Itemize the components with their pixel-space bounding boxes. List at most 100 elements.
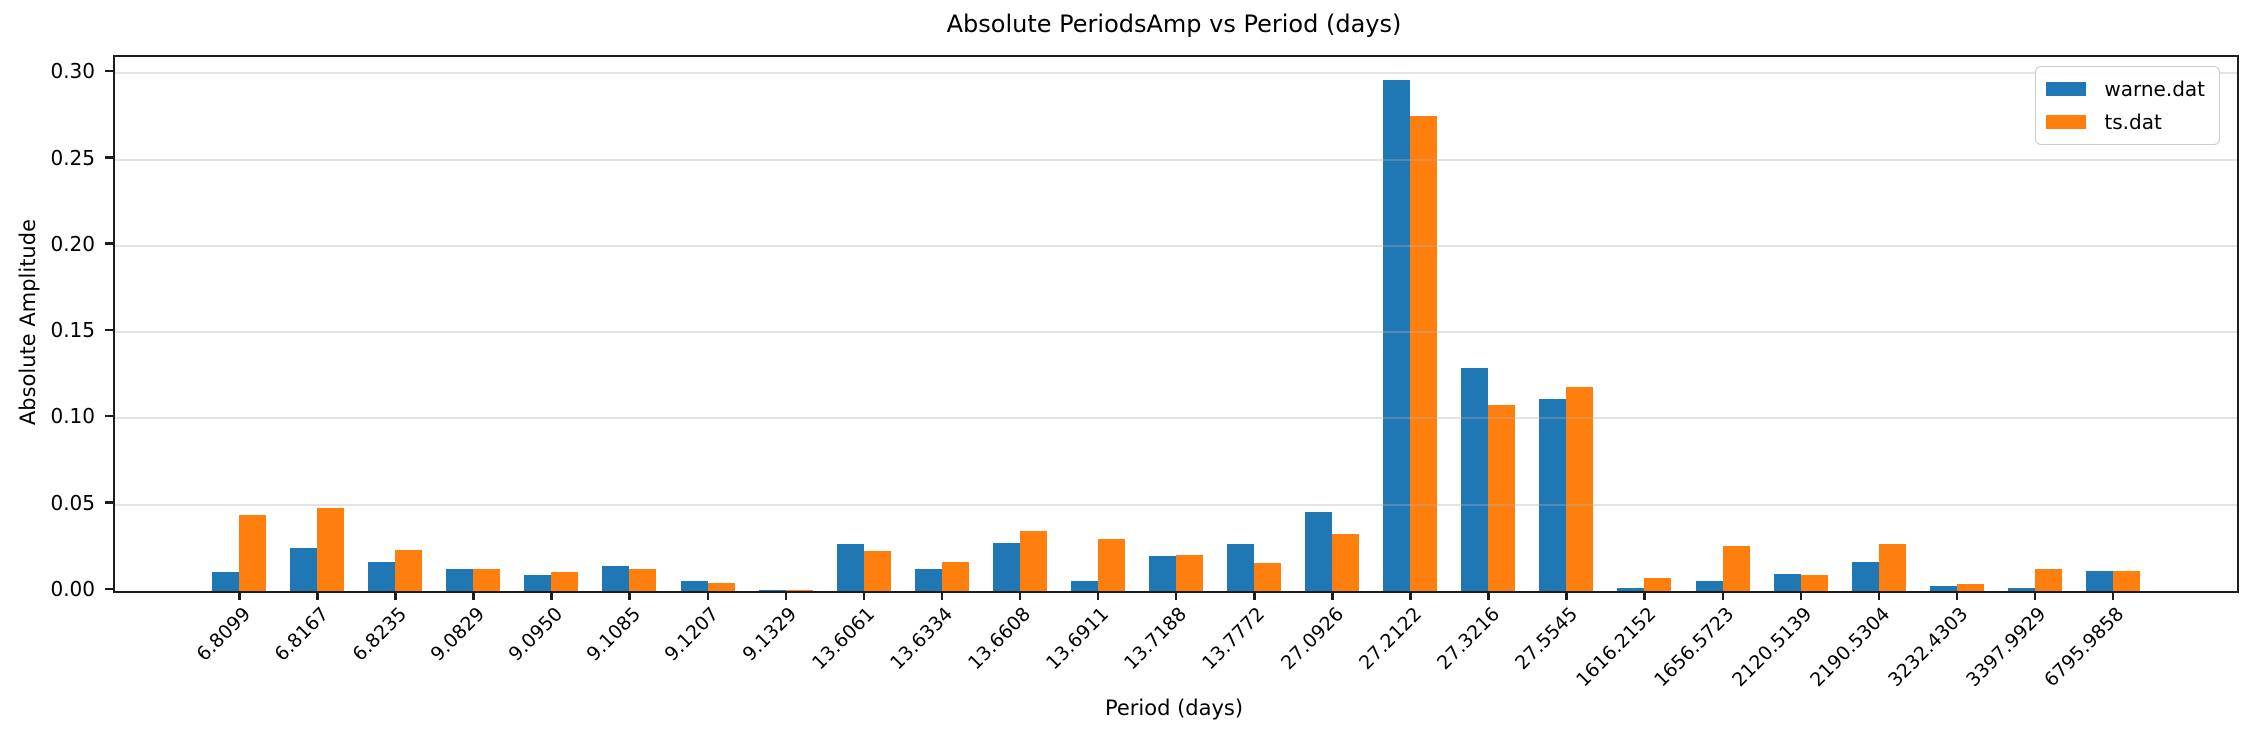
bar-group-13.6911: 13.6911	[1042, 57, 1137, 674]
bar-group-9.0829: 9.0829	[426, 57, 512, 666]
bar-group-6.8167: 6.8167	[270, 57, 356, 666]
bar-ts.dat-6.8167	[317, 508, 345, 591]
x-tick-1616.2152	[1643, 591, 1646, 600]
x-tick-label-9.0829: 9.0829	[426, 603, 489, 666]
bar-group-27.2122: 27.2122	[1355, 57, 1449, 674]
bar-group-9.1329: 9.1329	[739, 57, 825, 666]
x-tick-label-13.6911: 13.6911	[1042, 603, 1114, 675]
y-tick-0.15	[105, 328, 114, 332]
x-tick-6.8167	[316, 591, 319, 600]
gridline-0.05	[115, 503, 2237, 506]
gridline-0.10	[115, 417, 2237, 420]
bar-ts.dat-1616.2152	[1644, 578, 1672, 591]
x-tick-2120.5139	[1799, 591, 1803, 600]
bar-group-2120.5139: 2120.5139	[1728, 57, 1840, 691]
bar-group-2190.5304: 2190.5304	[1806, 57, 1918, 691]
y-tick-label-0.30: 0.30	[50, 59, 95, 84]
bar-ts.dat-6.8099	[239, 515, 267, 591]
x-tick-label-13.6061: 13.6061	[808, 603, 880, 675]
x-tick-label-3397.9929: 3397.9929	[1962, 603, 2051, 692]
x-tick-13.7188	[1174, 591, 1178, 600]
legend-row-ts: ts.dat	[2046, 110, 2205, 134]
x-axis-label: Period (days)	[1104, 696, 1244, 720]
bar-group-9.1207: 9.1207	[661, 57, 746, 666]
bar-warne.dat-9.0829	[446, 568, 474, 591]
gridline-0.20	[115, 244, 2237, 247]
bar-warne.dat-6795.9858	[2085, 571, 2113, 591]
y-tick-label-0.05: 0.05	[50, 490, 95, 515]
legend: warne.dat ts.dat	[2035, 66, 2220, 145]
x-tick-label-13.6334: 13.6334	[886, 603, 958, 675]
bar-warne.dat-6.8099	[212, 572, 240, 591]
x-tick-label-13.7188: 13.7188	[1120, 603, 1192, 675]
y-axis: 0.00 0.05 0.10 0.15 0.20 0.25 0.30	[0, 55, 114, 601]
y-tick-0.30	[105, 69, 114, 73]
x-tick-label-6.8235: 6.8235	[348, 603, 411, 666]
x-tick-2190.5304	[1877, 591, 1881, 600]
bar-warne.dat-3232.4303	[1929, 585, 1957, 591]
bar-group-6795.9858: 6795.9858	[2040, 57, 2152, 691]
bar-group-27.0926: 27.0926	[1277, 57, 1371, 674]
x-tick-9.1085	[628, 591, 631, 600]
bar-group-13.6061: 13.6061	[808, 57, 903, 674]
bar-group-3232.4303: 3232.4303	[1884, 57, 1996, 691]
bar-ts.dat-2190.5304	[1878, 544, 1906, 591]
bar-warne.dat-13.6061	[836, 544, 864, 591]
bar-ts.dat-9.1329	[785, 590, 813, 591]
y-tick-0.05	[105, 501, 114, 504]
bar-warne.dat-27.2122	[1383, 80, 1411, 591]
bar-ts.dat-3232.4303	[1956, 584, 1984, 591]
x-tick-6.8235	[394, 591, 397, 600]
bar-ts.dat-13.6608	[1019, 530, 1047, 591]
x-tick-3232.4303	[1955, 591, 1959, 600]
bar-ts.dat-9.1085	[629, 568, 657, 591]
legend-label-ts: ts.dat	[2104, 110, 2162, 134]
bar-warne.dat-9.1085	[602, 565, 630, 591]
y-tick-label-0.00: 0.00	[50, 577, 95, 601]
bar-group-13.6608: 13.6608	[964, 57, 1059, 674]
x-tick-label-27.3216: 27.3216	[1432, 603, 1504, 675]
bar-group-13.7772: 13.7772	[1198, 57, 1293, 674]
bar-ts.dat-3397.9929	[2034, 568, 2062, 591]
gridline-0.30	[115, 72, 2237, 75]
chart-title: Absolute PeriodsAmp vs Period (days)	[946, 10, 1402, 38]
x-tick-13.6608	[1018, 591, 1022, 600]
bar-ts.dat-2120.5139	[1800, 575, 1828, 591]
bar-group-6.8235: 6.8235	[348, 57, 434, 666]
bar-ts.dat-27.0926	[1332, 534, 1360, 591]
x-tick-3397.9929	[2033, 591, 2037, 600]
x-tick-label-27.2122: 27.2122	[1354, 603, 1426, 675]
bar-group-27.5545: 27.5545	[1511, 57, 1605, 674]
x-tick-9.0829	[472, 591, 475, 600]
x-tick-label-9.1329: 9.1329	[738, 603, 802, 666]
bar-ts.dat-6.8235	[395, 549, 423, 591]
bar-warne.dat-6.8235	[368, 561, 396, 591]
x-tick-9.1329	[784, 591, 788, 600]
x-tick-27.3216	[1487, 591, 1490, 600]
bar-ts.dat-27.5545	[1566, 387, 1594, 591]
bar-group-3397.9929: 3397.9929	[1962, 57, 2074, 691]
bar-warne.dat-6.8167	[290, 547, 318, 591]
x-tick-label-2190.5304: 2190.5304	[1806, 603, 1895, 692]
x-tick-label-27.5545: 27.5545	[1510, 603, 1582, 675]
bar-warne.dat-13.6608	[992, 542, 1020, 591]
bar-ts.dat-9.1207	[707, 583, 735, 591]
bar-warne.dat-2190.5304	[1851, 561, 1879, 591]
x-tick-13.6334	[940, 591, 944, 600]
bar-ts.dat-27.3216	[1488, 404, 1516, 591]
y-tick-0.00	[105, 587, 114, 590]
x-tick-label-6795.9858: 6795.9858	[2040, 603, 2129, 692]
bar-warne.dat-27.0926	[1305, 511, 1333, 591]
bar-warne.dat-27.5545	[1539, 399, 1567, 591]
gridline-0.15	[115, 331, 2237, 334]
x-tick-1656.5723	[1721, 591, 1725, 600]
bar-group-13.7188: 13.7188	[1120, 57, 1215, 674]
y-tick-label-0.15: 0.15	[50, 318, 95, 343]
bar-warne.dat-13.6334	[914, 568, 942, 591]
legend-row-warne: warne.dat	[2046, 77, 2205, 101]
bar-group-1656.5723: 1656.5723	[1650, 57, 1761, 691]
x-tick-label-1656.5723: 1656.5723	[1649, 603, 1739, 692]
x-tick-13.7772	[1253, 591, 1256, 600]
bar-ts.dat-13.6911	[1097, 539, 1125, 591]
